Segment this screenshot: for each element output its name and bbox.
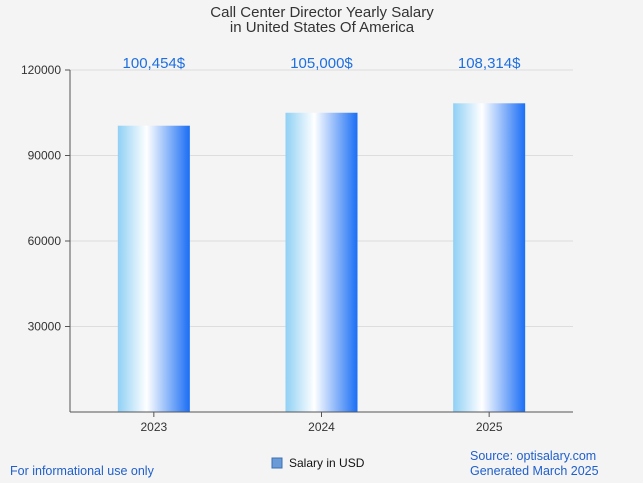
bar-2023 [117, 125, 190, 412]
y-tick-label: 60000 [28, 234, 62, 248]
source-text: Source: optisalary.com [470, 449, 596, 463]
legend-swatch [271, 457, 283, 469]
data-labels: 100,454$ 105,000$ 108,314$ [123, 55, 522, 72]
chart-title: Call Center Director Yearly Salary [210, 4, 434, 21]
axes: 30000 60000 90000 120000 2023 2024 2025 [21, 63, 573, 434]
x-tick-label: 2025 [476, 420, 503, 434]
y-tick-label: 120000 [21, 63, 61, 77]
legend-label: Salary in USD [289, 456, 365, 470]
y-tick-label: 30000 [28, 320, 62, 334]
disclaimer-text: For informational use only [10, 464, 155, 478]
generated-text: Generated March 2025 [470, 464, 599, 478]
bar-2024 [285, 112, 358, 412]
x-tick-label: 2023 [140, 420, 167, 434]
data-label: 100,454$ [123, 55, 186, 72]
data-label: 105,000$ [290, 55, 353, 72]
x-tick-label: 2024 [308, 420, 335, 434]
bar-2025 [453, 103, 526, 412]
legend: Salary in USD [271, 456, 365, 470]
data-label: 108,314$ [458, 55, 521, 72]
bars [117, 103, 526, 412]
chart-subtitle: in United States Of America [230, 19, 415, 36]
y-tick-label: 90000 [28, 149, 62, 163]
